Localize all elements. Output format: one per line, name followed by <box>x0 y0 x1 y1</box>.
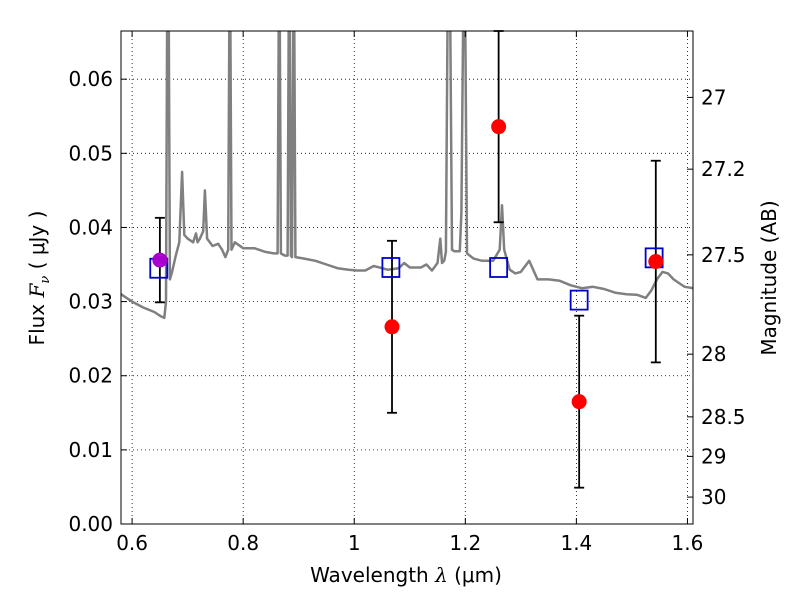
y-axis-label: Flux Fν ( μJy ) <box>25 211 53 346</box>
observed-point <box>491 119 507 135</box>
model-photometry-square <box>569 289 589 311</box>
plot-area <box>121 31 693 524</box>
y2-tick-label: 30 <box>701 485 726 509</box>
y-tick-label: 0.01 <box>68 438 113 462</box>
x-axis-label: Wavelength λ (μm) <box>310 563 502 587</box>
y2-tick-label: 27 <box>701 85 726 109</box>
y2-axis-label: Magnitude (AB) <box>757 200 781 355</box>
y2-tick-label: 27.5 <box>701 243 746 267</box>
ticks: 0.6 0.8 1 1.2 1.4 1.6 0.00 0.01 0.02 0.03 0.04 0.05… <box>68 31 746 555</box>
x-tick-label: 1.2 <box>449 531 481 555</box>
y-tick-label: 0.04 <box>68 215 113 239</box>
spectrum-layer <box>121 31 693 320</box>
y-tick-label: 0.05 <box>68 141 113 165</box>
observed-optical-point <box>152 252 168 268</box>
y-tick-label: 0.03 <box>68 290 113 314</box>
marker-layer <box>149 119 664 410</box>
x-tick-label: 0.6 <box>116 531 148 555</box>
y2-tick-label: 28.5 <box>701 405 746 429</box>
model-spectrum-line <box>121 31 693 320</box>
observed-point <box>384 319 400 335</box>
x-tick-label: 1.6 <box>672 531 704 555</box>
x-tick-label: 1 <box>348 531 361 555</box>
y2-tick-label: 29 <box>701 444 726 468</box>
model-photometry-square <box>489 257 509 278</box>
y2-tick-label: 27.2 <box>701 157 746 181</box>
y2-tick-label: 28 <box>701 342 726 366</box>
observed-point <box>648 254 664 270</box>
observed-point <box>571 394 587 410</box>
model-photometry-square <box>381 257 401 278</box>
y-tick-label: 0.00 <box>68 512 113 536</box>
x-tick-label: 1.4 <box>560 531 592 555</box>
y-tick-label: 0.06 <box>68 67 113 91</box>
y-tick-label: 0.02 <box>68 364 113 388</box>
x-tick-label: 0.8 <box>227 531 259 555</box>
plot-frame <box>120 30 694 525</box>
